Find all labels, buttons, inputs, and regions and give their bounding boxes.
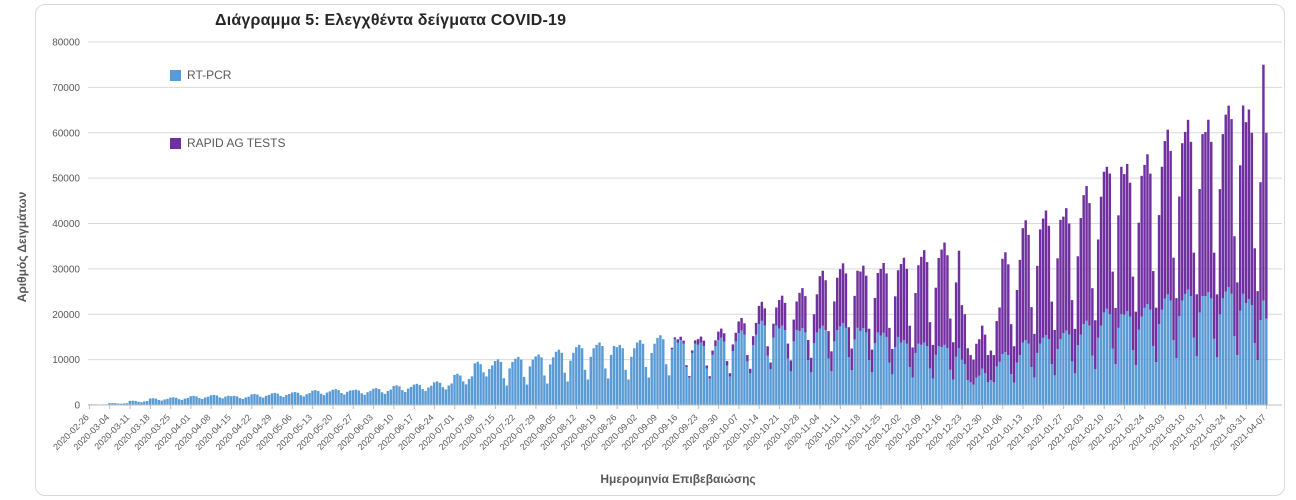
svg-text:20000: 20000 <box>52 310 80 321</box>
svg-text:0: 0 <box>74 401 80 412</box>
svg-text:70000: 70000 <box>52 83 80 94</box>
legend-label-rt-pcr: RT-PCR <box>187 68 232 82</box>
svg-text:40000: 40000 <box>52 219 80 230</box>
x-axis-title: Ημερομηνία Επιβεβαιώσης <box>600 472 756 486</box>
legend-swatch-rapid-ag-tests-icon <box>170 137 181 149</box>
svg-text:60000: 60000 <box>52 128 80 139</box>
legend-item-rt-pcr: RT-PCR <box>170 68 231 82</box>
svg-text:50000: 50000 <box>52 174 80 185</box>
legend-item-rapid-ag-tests: RAPID AG TESTS <box>170 136 285 150</box>
chart-frame <box>35 4 1285 496</box>
y-axis-title: Αριθμός Δειγμάτων <box>15 191 29 303</box>
svg-text:10000: 10000 <box>52 355 80 366</box>
legend-swatch-rt-pcr-icon <box>170 69 181 81</box>
svg-text:30000: 30000 <box>52 264 80 275</box>
svg-text:80000: 80000 <box>52 38 80 49</box>
chart-title: Διάγραμμα 5: Ελεγχθέντα δείγματα COVID-1… <box>215 12 567 29</box>
legend-label-rapid-ag-tests: RAPID AG TESTS <box>187 136 286 150</box>
